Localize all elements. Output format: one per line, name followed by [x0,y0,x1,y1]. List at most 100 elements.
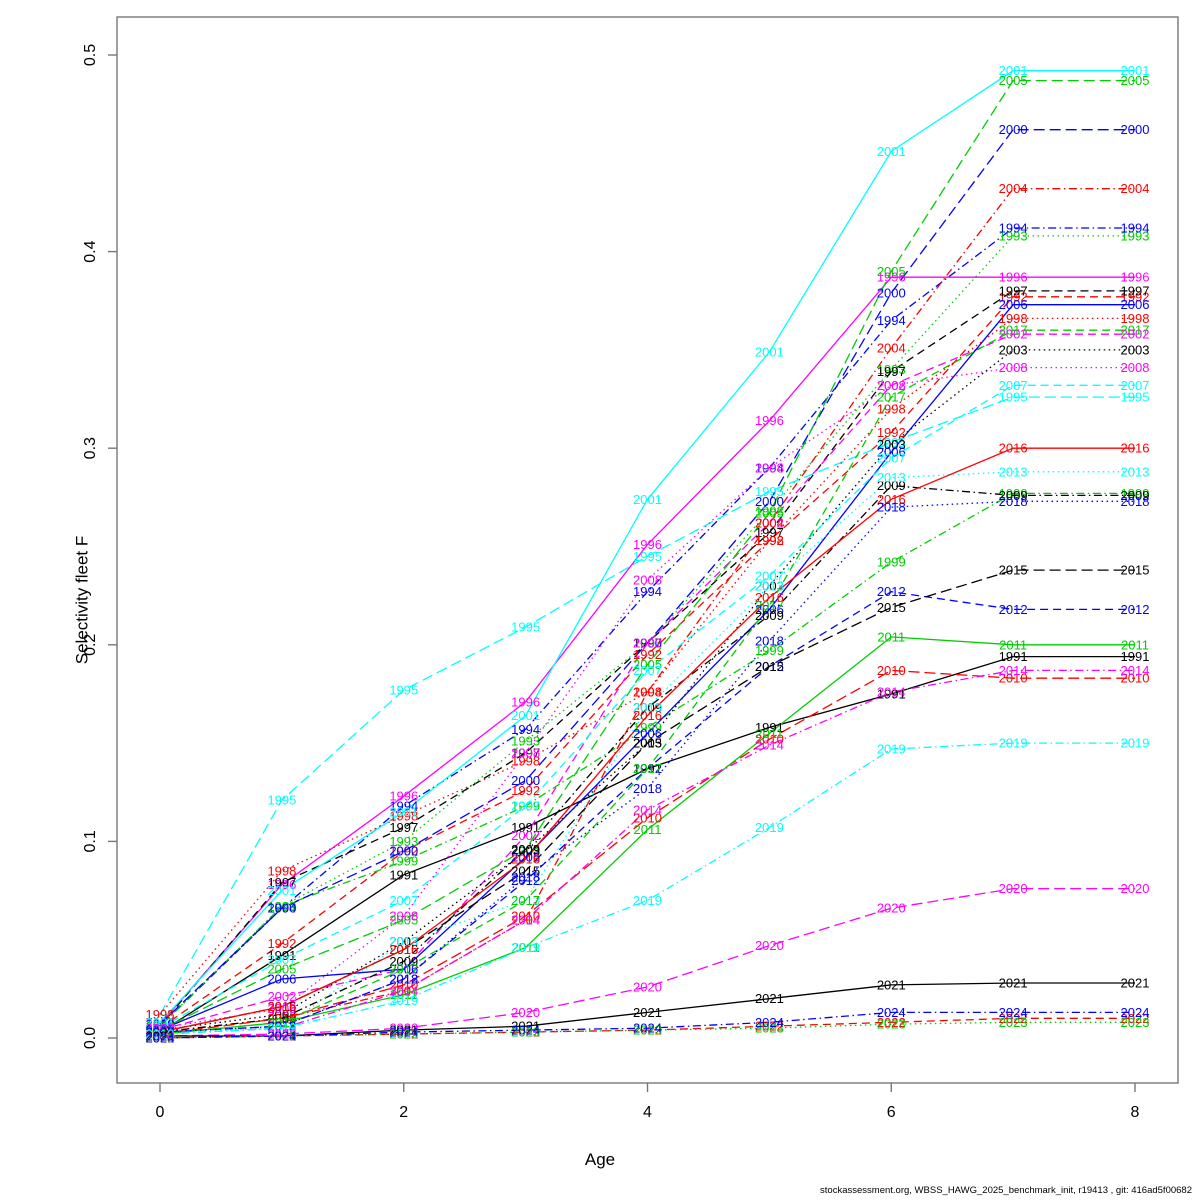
series-point-label-2018: 2018 [511,869,540,884]
series-point-label-1998: 1998 [389,808,418,823]
series-point-label-2018: 2018 [999,494,1028,509]
series-point-label-2018: 2018 [755,633,784,648]
series-point-label-1991: 1991 [877,687,906,702]
series-point-label-2006: 2006 [146,1023,175,1038]
series-line-2005 [159,79,1135,1031]
y-tick-label: 0.0 [82,1027,99,1049]
series-point-label-2024: 2024 [267,1029,296,1044]
series-point-label-2012: 2012 [1121,602,1150,617]
series-line-2020 [159,887,1135,1037]
series-point-label-2016: 2016 [511,852,540,867]
series-point-label-2006: 2006 [511,850,540,865]
series-point-label-1995: 1995 [755,484,784,499]
series-point-label-2002: 2002 [389,962,418,977]
series-point-label-2022: 2022 [1121,1011,1150,1026]
series-point-label-2020: 2020 [999,881,1028,896]
series-point-label-2019: 2019 [755,820,784,835]
series-point-label-1994: 1994 [511,722,540,737]
series-line-2003 [159,349,1135,1031]
series-line-2011 [159,636,1135,1035]
series-point-label-1995: 1995 [389,683,418,698]
series-point-label-2003: 2003 [267,1007,296,1022]
series-point-label-2005: 2005 [999,73,1028,88]
series-point-label-2013: 2013 [1121,464,1150,479]
series-point-label-2010: 2010 [267,1011,296,1026]
series-point-label-2013: 2013 [755,578,784,593]
series-point-label-2013: 2013 [146,1025,175,1040]
y-tick-label: 0.3 [82,437,99,459]
series-line-2001 [159,70,1135,1023]
series-point-label-2020: 2020 [633,979,662,994]
series-point-label-2012: 2012 [877,584,906,599]
series-point-label-1998: 1998 [999,311,1028,326]
series-point-label-1999: 1999 [146,1019,175,1034]
series-point-label-2024: 2024 [1121,1005,1150,1020]
series-point-label-2005: 2005 [755,506,784,521]
series-point-label-2005: 2005 [511,842,540,857]
series-point-label-2012: 2012 [267,1019,296,1034]
series-point-label-2015: 2015 [999,563,1028,578]
series-point-label-2023: 2023 [146,1031,175,1046]
series-point-label-2011: 2011 [1121,637,1149,652]
series-point-label-2021: 2021 [1121,976,1150,991]
series-point-label-2002: 2002 [146,1023,175,1038]
series-point-label-2005: 2005 [1121,73,1150,88]
series-point-label-1997: 1997 [999,283,1028,298]
series-point-label-2007: 2007 [389,893,418,908]
series-point-label-2001: 2001 [877,144,906,159]
series-line-2021 [160,982,1135,1037]
series-point-label-2006: 2006 [267,972,296,987]
series-line-2002 [159,333,1135,1031]
series-point-label-2000: 2000 [633,635,662,650]
series-point-label-2013: 2013 [877,470,906,485]
series-point-label-2008: 2008 [267,1001,296,1016]
series-point-label-1999: 1999 [267,899,296,914]
series-point-label-2004: 2004 [877,340,906,355]
series-point-label-2000: 2000 [999,122,1028,137]
series-point-label-1991: 1991 [146,1025,175,1040]
series-point-label-2003: 2003 [1121,342,1150,357]
series-point-label-1999: 1999 [755,643,784,658]
series-point-label-2019: 2019 [877,742,906,757]
series-point-label-1995: 1995 [633,549,662,564]
y-axis-title: Selectivity fleet F [72,535,92,665]
series-point-label-2013: 2013 [267,1021,296,1036]
series-point-label-2002: 2002 [877,378,906,393]
series-point-label-2000: 2000 [146,1017,175,1032]
series-point-label-2018: 2018 [146,1025,175,1040]
series-line-1994 [159,227,1135,1027]
series-point-label-2021: 2021 [755,991,784,1006]
series-point-label-1995: 1995 [999,390,1028,405]
series-point-label-2020: 2020 [755,938,784,953]
series-point-label-1992: 1992 [511,783,540,798]
series-point-label-2018: 2018 [877,500,906,515]
series-point-label-1992: 1992 [389,844,418,859]
series-point-label-1998: 1998 [877,401,906,416]
series-point-label-2009: 2009 [755,608,784,623]
series-point-label-1997: 1997 [633,635,662,650]
series-point-label-2000: 2000 [267,901,296,916]
series-point-label-2006: 2006 [389,962,418,977]
y-tick-label: 0.5 [82,44,99,66]
series-point-label-2016: 2016 [755,590,784,605]
series-point-label-1997: 1997 [877,364,906,379]
series-point-label-2011: 2011 [268,1015,296,1030]
series-point-label-2019: 2019 [511,940,540,955]
series-point-label-1993: 1993 [755,504,784,519]
series-point-label-1998: 1998 [1121,311,1150,326]
series-point-label-2021: 2021 [999,976,1028,991]
series-point-label-1998: 1998 [267,863,296,878]
series-point-label-2021: 2021 [633,1005,662,1020]
series-point-label-2008: 2008 [877,378,906,393]
series-point-label-1993: 1993 [389,834,418,849]
series-line-2007 [159,384,1135,1029]
series-point-label-2002: 2002 [511,828,540,843]
series-point-label-2019: 2019 [146,1027,175,1042]
series-line-1992 [159,296,1135,1029]
footer-note: stockassessment.org, WBSS_HAWG_2025_benc… [820,1185,1192,1196]
y-tick-label: 0.2 [82,634,99,656]
series-point-label-2006: 2006 [755,602,784,617]
series-point-label-2012: 2012 [146,1025,175,1040]
series-line-2022 [159,1017,1135,1039]
series-point-label-2009: 2009 [267,1011,296,1026]
